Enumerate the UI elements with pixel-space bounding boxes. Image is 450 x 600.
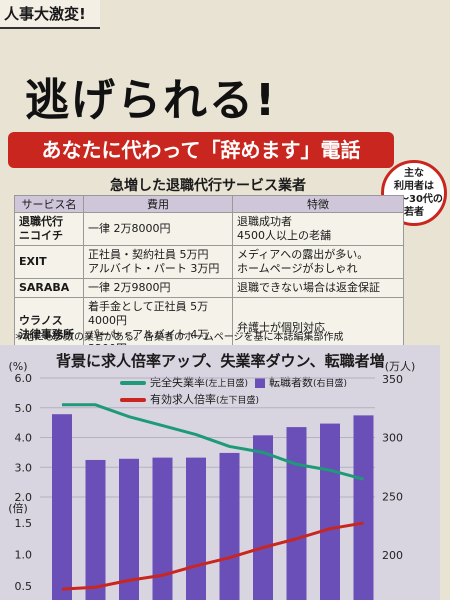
feature-line: 退職できない場合は返金保証 <box>237 281 380 294</box>
name-line: EXIT <box>19 255 47 268</box>
bar-job-changers <box>119 458 139 600</box>
price-line: アルバイト・パート 3万円 <box>88 262 220 275</box>
price-line: 着手金として正社員 5万4000円 <box>88 300 209 327</box>
header-service-name: サービス名 <box>14 195 84 213</box>
callout-line: 利用者は <box>394 181 434 192</box>
legend-line-green <box>120 381 146 385</box>
bar-job-changers <box>353 415 374 600</box>
right-tick-label: 200 <box>382 549 403 562</box>
name-line: ニコイチ <box>19 229 63 242</box>
left-lower-tick-label: 0.5 <box>15 580 33 593</box>
legend-box-purple <box>255 378 265 388</box>
bar-job-changers <box>186 457 206 600</box>
feature-line: 4500人以上の老舗 <box>237 229 331 242</box>
left-lower-tick-label: 1.0 <box>15 549 33 562</box>
service-price: 一律 2万8000円 <box>83 212 233 246</box>
bar-job-changers <box>219 452 240 600</box>
legend-job-changers: 転職者数(右目盛) <box>255 374 347 390</box>
service-feature: 退職できない場合は返金保証 <box>232 278 404 298</box>
left-upper-tick-label: 2.0 <box>15 491 33 504</box>
service-feature: 退職成功者 4500人以上の老舗 <box>232 212 404 246</box>
legend-label: 転職者数 <box>269 376 313 389</box>
left-upper-tick-label: 6.0 <box>15 372 33 385</box>
legend-label: 完全失業率 <box>150 376 205 389</box>
service-name: 退職代行 ニコイチ <box>14 212 84 246</box>
legend-note: (左上目盛) <box>205 379 249 389</box>
left-upper-tick-label: 5.0 <box>15 402 33 415</box>
bar-job-changers <box>286 427 307 600</box>
name-line: 退職代行 <box>19 215 63 228</box>
legend-job-ratio: 有効求人倍率(左下目盛) <box>120 391 259 407</box>
right-tick-label: 350 <box>382 373 403 386</box>
legend-label: 有効求人倍率 <box>150 393 216 406</box>
legend-line-red <box>120 398 146 402</box>
price-line: 一律 2万9800円 <box>88 281 171 294</box>
chart-title: 背景に求人倍率アップ、失業率ダウン、転職者増 <box>56 352 385 370</box>
line-unemployment-rate <box>62 403 364 481</box>
right-axis-unit: (万人) <box>385 360 416 373</box>
bar-job-changers <box>85 459 106 600</box>
left-lower-axis-unit: (倍) <box>8 501 28 515</box>
left-upper-tick-label: 4.0 <box>15 432 33 445</box>
service-feature: メディアへの露出が多い。 ホームページがおしゃれ <box>232 245 404 279</box>
bar-job-changers <box>52 414 72 600</box>
bar-job-changers <box>253 435 273 600</box>
right-tick-label: 250 <box>382 490 403 503</box>
left-lower-tick-label: 1.5 <box>15 517 33 530</box>
line-job-offer-ratio <box>61 521 364 591</box>
feature-line: 弁護士が個別対応 <box>237 321 325 334</box>
table-footnote: ＊他にも多数の業者がある。各業者のホームページを基に本誌編集部作成 <box>14 332 344 343</box>
name-line: SARABA <box>19 281 70 294</box>
right-tick-label: 300 <box>382 432 403 445</box>
table-title: 急増した退職代行サービス業者 <box>110 178 306 194</box>
price-line: 一律 2万8000円 <box>88 222 171 235</box>
name-line: ウラノス <box>19 314 63 327</box>
left-upper-tick-label: 3.0 <box>15 461 33 474</box>
section-tag: 人事大激変! <box>0 0 100 29</box>
feature-line: 退職成功者 <box>237 215 292 228</box>
left-axis-unit: (%) <box>8 360 27 373</box>
table-row: 退職代行 ニコイチ 一律 2万8000円 退職成功者 4500人以上の老舗 <box>14 212 404 246</box>
callout-line: 主な <box>404 168 424 179</box>
callout-line: 20～30代の <box>385 194 443 205</box>
subheadline: あなたに代わって「辞めます」電話 <box>8 132 394 168</box>
legend-note: (左下目盛) <box>216 396 260 406</box>
table-row: SARABA 一律 2万9800円 退職できない場合は返金保証 <box>14 278 404 298</box>
feature-line: ホームページがおしゃれ <box>237 262 358 275</box>
callout-line: 若者 <box>404 207 424 218</box>
service-price: 一律 2万9800円 <box>83 278 233 298</box>
legend-note: (右目盛) <box>313 379 348 389</box>
name-line: 法律事務所 <box>19 328 74 341</box>
headline: 逃げられる! <box>25 75 278 126</box>
bar-job-changers <box>152 457 173 600</box>
price-line: 正社員・契約社員 5万円 <box>88 248 209 261</box>
feature-line: メディアへの露出が多い。 <box>237 248 369 261</box>
legend-unemployment: 完全失業率(左上目盛) <box>120 374 248 390</box>
bar-job-changers <box>320 423 340 600</box>
